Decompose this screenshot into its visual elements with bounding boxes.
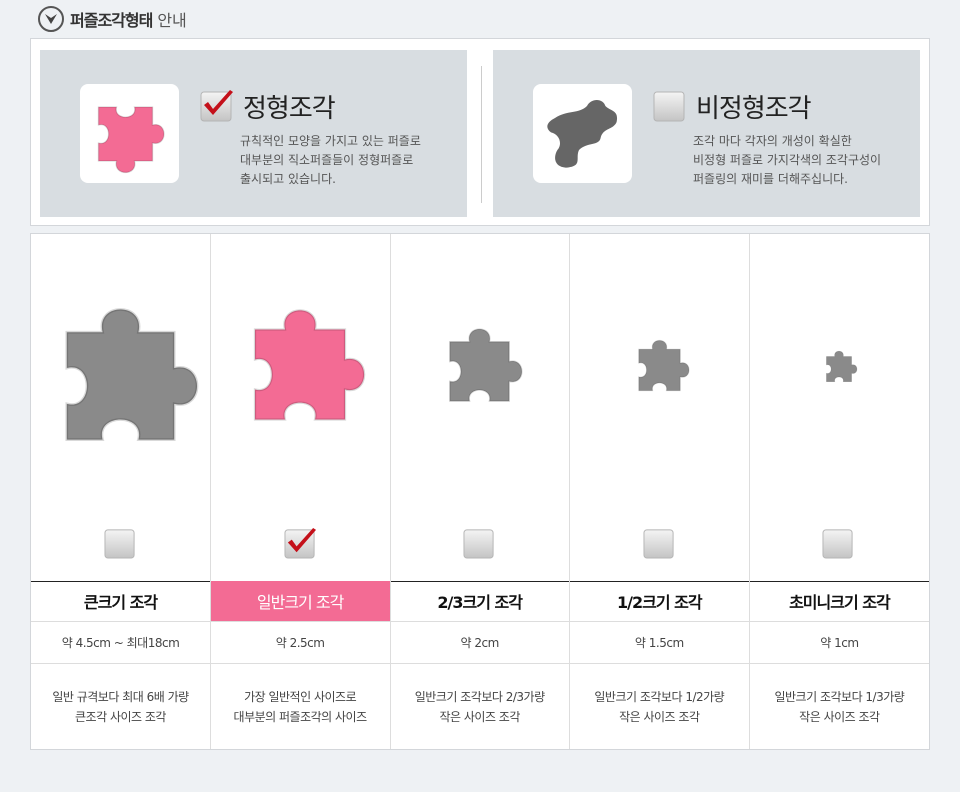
size-description: 일반크기 조각보다 1/3가량 작은 사이즈 조각 (774, 690, 905, 724)
size-checkbox[interactable] (822, 526, 855, 559)
size-name: 초미니크기 조각 (749, 581, 930, 622)
size-checkbox[interactable] (643, 526, 676, 559)
size-value: 약 1cm (749, 622, 930, 664)
puzzle-piece-image (211, 234, 390, 579)
chevron-down-icon (38, 6, 64, 32)
size-description: 일반크기 조각보다 2/3가량 작은 사이즈 조각 (414, 690, 545, 724)
piece-size-table: 큰크기 조각 약 4.5cm ~ 최대18cm 일반 규격보다 최대 6배 가량 큰조… (30, 233, 930, 750)
size-description: 일반크기 조각보다 1/2가량 작은 사이즈 조각 (594, 690, 725, 724)
puzzle-piece-image (570, 234, 749, 579)
size-name: 일반크기 조각 (210, 581, 390, 622)
title-bold: 퍼즐조각형태 (70, 11, 153, 30)
size-value: 약 2cm (390, 622, 570, 664)
regular-piece-panel: 정형조각 규칙적인 모양을 가지고 있는 퍼즐로 대부분의 직소퍼즐들이 정형퍼즐… (40, 50, 467, 217)
title-normal: 안내 (157, 11, 187, 30)
size-name: 2/3크기 조각 (390, 581, 570, 622)
size-value: 약 1.5cm (569, 622, 749, 664)
size-name: 1/2크기 조각 (569, 581, 749, 622)
piece-type-section: 정형조각 규칙적인 모양을 가지고 있는 퍼즐로 대부분의 직소퍼즐들이 정형퍼즐… (30, 38, 930, 226)
table-top-line (31, 581, 929, 582)
size-value: 약 4.5cm ~ 최대18cm (31, 622, 210, 664)
irregular-title: 비정형조각 (696, 94, 812, 124)
size-description: 가장 일반적인 사이즈로 대부분의 퍼즐조각의 사이즈 (233, 690, 368, 724)
divider (481, 66, 482, 203)
irregular-description: 조각 마다 각자의 개성이 확실한 비정형 퍼즐로 가지각색의 조각구성이 퍼즐링의… (693, 134, 882, 186)
irregular-piece-panel: 비정형조각 조각 마다 각자의 개성이 확실한 비정형 퍼즐로 가지각색의 조각구… (493, 50, 920, 217)
regular-title: 정형조각 (243, 94, 336, 124)
irregular-checkbox[interactable] (653, 88, 687, 122)
size-name: 큰크기 조각 (31, 581, 210, 622)
size-checkbox[interactable] (463, 526, 496, 559)
puzzle-piece-image (749, 234, 929, 579)
size-column: 2/3크기 조각 약 2cm 일반크기 조각보다 2/3가량 작은 사이즈 조각 (390, 234, 571, 749)
section-title: 퍼즐조각형태 안내 (38, 6, 187, 32)
size-description: 일반 규격보다 최대 6배 가량 큰조각 사이즈 조각 (52, 690, 189, 724)
size-column: 일반크기 조각 약 2.5cm 가장 일반적인 사이즈로 대부분의 퍼즐조각의 사이즈 (210, 234, 391, 749)
size-checkbox[interactable] (284, 526, 317, 559)
regular-description: 규칙적인 모양을 가지고 있는 퍼즐로 대부분의 직소퍼즐들이 정형퍼즐로 출시되고… (240, 134, 421, 186)
size-column: 1/2크기 조각 약 1.5cm 일반크기 조각보다 1/2가량 작은 사이즈 조각 (569, 234, 750, 749)
size-checkbox[interactable] (104, 526, 137, 559)
size-column: 큰크기 조각 약 4.5cm ~ 최대18cm 일반 규격보다 최대 6배 가량 큰조… (31, 234, 211, 749)
size-column: 초미니크기 조각 약 1cm 일반크기 조각보다 1/3가량 작은 사이즈 조각 (749, 234, 930, 749)
irregular-piece-image (533, 84, 632, 183)
puzzle-piece-image (31, 234, 210, 579)
puzzle-piece-image (390, 234, 569, 579)
regular-checkbox[interactable] (200, 88, 234, 122)
size-value: 약 2.5cm (210, 622, 390, 664)
regular-piece-image (80, 84, 179, 183)
